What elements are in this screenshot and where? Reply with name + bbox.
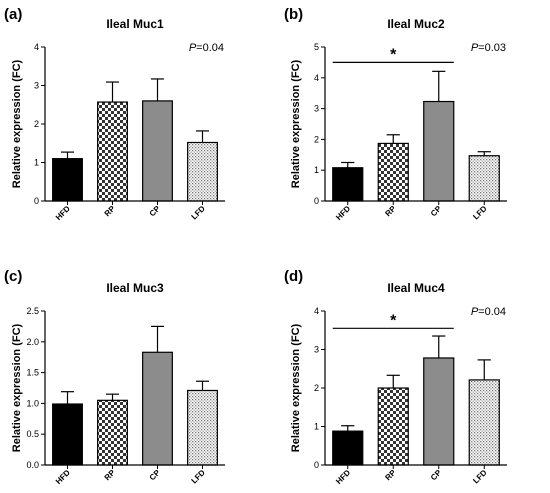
x-tick-label: RP [103, 468, 118, 483]
y-tick-label: 0.5 [26, 429, 39, 439]
x-tick-label: HFD [54, 468, 72, 486]
y-tick-label: 1.5 [26, 368, 39, 378]
y-axis-label: Relative expression (FC) [11, 323, 23, 452]
y-tick-label: 4 [34, 42, 39, 52]
bar-hfd [52, 403, 83, 466]
y-tick-label: 5 [314, 42, 319, 52]
y-tick-label: 3 [314, 345, 319, 355]
chart-panel-4: (d) Ileal Muc4 Relative expression (FC) P=0… [284, 268, 507, 486]
bar-hfd [52, 158, 83, 202]
bar-lfd [187, 141, 218, 202]
y-tick-label: 2 [314, 383, 319, 393]
bar-cp [423, 357, 455, 466]
bar-lfd [468, 155, 500, 202]
chart-panel-2: (b) Ileal Muc2 Relative expression (FC) P=0… [284, 6, 507, 222]
y-tick-label: 2.5 [26, 306, 39, 316]
chart-title: Ileal Muc4 [387, 281, 445, 295]
y-tick-label: 1 [314, 422, 319, 432]
chart-panel-1: (a) Ileal Muc1 Relative expression (FC) P=0… [4, 6, 225, 222]
panel-letter: (b) [284, 6, 303, 23]
p-value-label: P=0.04 [189, 42, 224, 54]
chart-title: Ileal Muc2 [387, 17, 445, 31]
bar-rp [377, 142, 409, 202]
y-tick-label: 0 [314, 460, 319, 470]
bar-hfd [332, 167, 364, 202]
significance-star: * [390, 46, 397, 63]
chart-panel-3: (c) Ileal Muc3 Relative expression (FC)0.0… [4, 268, 225, 486]
x-tick-label: LFD [190, 204, 208, 222]
y-tick-label: 4 [314, 306, 319, 316]
bar-rp [97, 399, 128, 466]
y-tick-label: 4 [314, 73, 319, 83]
y-tick-label: 1 [314, 165, 319, 175]
y-axis-label: Relative expression (FC) [290, 59, 302, 188]
y-tick-label: 2 [34, 119, 39, 129]
bar-cp [142, 351, 173, 466]
y-tick-label: 0 [34, 196, 39, 206]
y-tick-label: 0.0 [26, 460, 39, 470]
x-tick-label: CP [429, 468, 444, 483]
bar-rp [97, 101, 128, 202]
panel-letter: (d) [284, 268, 303, 285]
y-tick-label: 2.0 [26, 337, 39, 347]
bar-hfd [332, 430, 364, 466]
y-axis-label: Relative expression (FC) [11, 59, 23, 188]
x-tick-label: HFD [334, 204, 352, 222]
y-tick-label: 1.0 [26, 398, 39, 408]
x-tick-label: CP [429, 204, 444, 219]
x-tick-label: RP [383, 204, 398, 219]
y-axis-label: Relative expression (FC) [290, 323, 302, 452]
x-tick-label: CP [148, 204, 163, 219]
x-tick-label: CP [148, 468, 163, 483]
x-tick-label: RP [383, 468, 398, 483]
y-tick-label: 2 [314, 134, 319, 144]
chart-title: Ileal Muc1 [106, 17, 164, 31]
panel-letter: (c) [4, 268, 22, 285]
bar-rp [377, 387, 409, 466]
p-value-label: P=0.04 [471, 306, 506, 318]
bar-cp [142, 100, 173, 202]
bar-lfd [187, 389, 218, 466]
x-tick-label: LFD [471, 468, 489, 486]
bar-lfd [468, 379, 500, 466]
y-tick-label: 3 [314, 104, 319, 114]
panel-letter: (a) [4, 6, 22, 23]
x-tick-label: LFD [190, 468, 208, 486]
bar-cp [423, 100, 455, 202]
significance-star: * [390, 312, 397, 329]
x-tick-label: LFD [471, 204, 489, 222]
x-tick-label: RP [103, 204, 118, 219]
p-value-label: P=0.03 [471, 42, 506, 54]
y-tick-label: 0 [314, 196, 319, 206]
y-tick-label: 1 [34, 158, 39, 168]
chart-title: Ileal Muc3 [106, 281, 164, 295]
x-tick-label: HFD [334, 468, 352, 486]
x-tick-label: HFD [54, 204, 72, 222]
y-tick-label: 3 [34, 81, 39, 91]
